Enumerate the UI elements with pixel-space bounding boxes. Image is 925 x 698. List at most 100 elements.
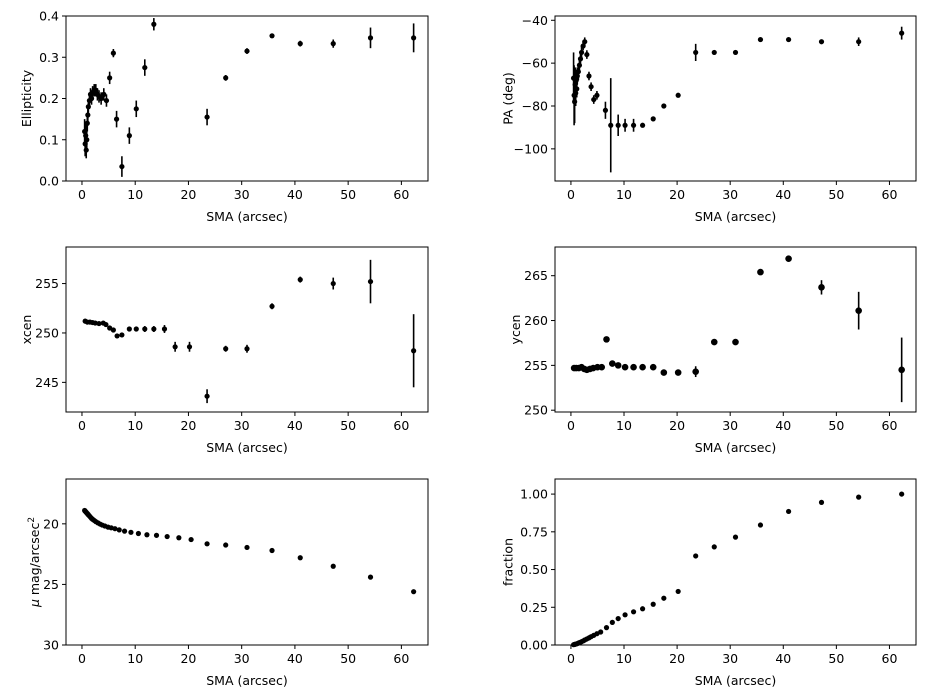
data-point bbox=[204, 541, 210, 547]
data-point bbox=[630, 363, 637, 371]
data-point bbox=[151, 326, 157, 332]
data-point bbox=[855, 307, 862, 314]
subplot-mu: 0 10 20 30 40 50 60 20 25 30 SMA (arcsec) μ mag/arc… bbox=[27, 478, 429, 688]
x-tick-label: 30 bbox=[234, 651, 250, 666]
x-tick-label: 40 bbox=[287, 418, 303, 433]
data-point bbox=[297, 41, 303, 47]
data-point bbox=[609, 619, 615, 625]
y-tick-label: 260 bbox=[524, 313, 548, 328]
y-axis-label: fraction bbox=[501, 538, 516, 586]
data-point bbox=[223, 75, 229, 81]
data-point bbox=[757, 522, 764, 528]
data-point bbox=[598, 363, 606, 371]
x-tick-label: 50 bbox=[828, 651, 844, 666]
data-point bbox=[153, 532, 160, 538]
data-point bbox=[578, 49, 585, 56]
data-point bbox=[128, 529, 134, 535]
data-point bbox=[135, 530, 141, 537]
data-point bbox=[639, 363, 646, 371]
data-point bbox=[269, 303, 275, 309]
data-point bbox=[675, 588, 681, 595]
data-point bbox=[367, 35, 374, 41]
data-point bbox=[101, 91, 107, 97]
subplot-ell: 0 10 20 30 40 50 60 0.0 0.1 0.2 0.3 0.4 SMA (arcsec)… bbox=[19, 9, 429, 224]
x-tick-label: 40 bbox=[287, 187, 303, 202]
x-tick-label: 20 bbox=[180, 187, 196, 202]
data-point bbox=[899, 30, 905, 36]
data-point bbox=[367, 278, 374, 285]
data-point bbox=[639, 122, 646, 128]
x-axis-label: SMA (arcsec) bbox=[206, 673, 287, 688]
data-point bbox=[172, 344, 178, 350]
data-point bbox=[84, 137, 90, 143]
y-tick-label: 265 bbox=[524, 268, 548, 283]
y-axis-label: PA (deg) bbox=[501, 72, 516, 125]
x-tick-label: 10 bbox=[616, 418, 632, 433]
x-tick-label: 10 bbox=[127, 418, 143, 433]
data-point bbox=[110, 50, 116, 56]
x-tick-label: 60 bbox=[393, 651, 409, 666]
data-point bbox=[594, 92, 600, 98]
data-point bbox=[114, 333, 120, 339]
y-axis-label: Ellipticity bbox=[19, 69, 34, 127]
data-point bbox=[330, 280, 336, 287]
data-point bbox=[586, 73, 592, 79]
data-point bbox=[818, 39, 825, 45]
data-point bbox=[164, 533, 170, 540]
x-tick-label: 10 bbox=[616, 187, 632, 202]
x-axis-label: SMA (arcsec) bbox=[695, 209, 776, 224]
data-point bbox=[98, 95, 104, 102]
x-axis-label: SMA (arcsec) bbox=[206, 440, 287, 455]
data-point bbox=[603, 625, 610, 631]
y-tick-label: 0.4 bbox=[39, 9, 59, 24]
y-tick-label: 25 bbox=[43, 577, 59, 592]
y-tick-label: 20 bbox=[43, 516, 59, 531]
data-point bbox=[591, 96, 597, 103]
y-tick-label: 245 bbox=[35, 375, 59, 390]
x-tick-label: 20 bbox=[180, 651, 196, 666]
data-point bbox=[757, 268, 764, 276]
x-tick-label: 40 bbox=[775, 651, 791, 666]
y-tick-label: 250 bbox=[35, 325, 59, 340]
data-point bbox=[732, 49, 739, 56]
data-point bbox=[785, 508, 792, 515]
data-point bbox=[244, 48, 250, 54]
data-point bbox=[161, 326, 168, 332]
x-tick-label: 20 bbox=[180, 418, 196, 433]
data-point bbox=[614, 362, 622, 369]
data-point bbox=[297, 277, 303, 283]
y-tick-label: −80 bbox=[522, 99, 548, 114]
data-point bbox=[103, 321, 109, 328]
y-tick-label: 30 bbox=[43, 638, 59, 653]
x-axis-label: SMA (arcsec) bbox=[206, 209, 287, 224]
data-point bbox=[411, 348, 417, 354]
x-tick-label: 50 bbox=[340, 187, 356, 202]
data-point bbox=[622, 122, 628, 128]
data-point bbox=[119, 163, 125, 170]
x-tick-label: 60 bbox=[882, 651, 898, 666]
axes-frame bbox=[554, 15, 917, 182]
data-point bbox=[732, 338, 739, 346]
y-tick-label: −40 bbox=[522, 13, 548, 28]
data-point bbox=[692, 368, 699, 375]
data-point bbox=[116, 527, 122, 533]
x-tick-label: 30 bbox=[234, 418, 250, 433]
x-tick-label: 10 bbox=[616, 651, 632, 666]
data-point bbox=[650, 116, 656, 122]
data-point bbox=[574, 86, 580, 92]
y-tick-label: 255 bbox=[524, 358, 548, 373]
x-axis-label: SMA (arcsec) bbox=[695, 673, 776, 688]
x-tick-label: 40 bbox=[287, 651, 303, 666]
x-tick-label: 20 bbox=[669, 418, 685, 433]
x-tick-label: 10 bbox=[127, 187, 143, 202]
data-point bbox=[818, 284, 825, 291]
data-point bbox=[615, 615, 621, 622]
data-point bbox=[126, 326, 132, 332]
x-tick-label: 0 bbox=[78, 187, 86, 202]
axes-frame bbox=[65, 246, 429, 413]
data-point bbox=[757, 36, 764, 43]
data-point bbox=[711, 544, 717, 550]
x-tick-label: 40 bbox=[775, 187, 791, 202]
data-point bbox=[223, 346, 229, 352]
data-point bbox=[609, 360, 616, 367]
